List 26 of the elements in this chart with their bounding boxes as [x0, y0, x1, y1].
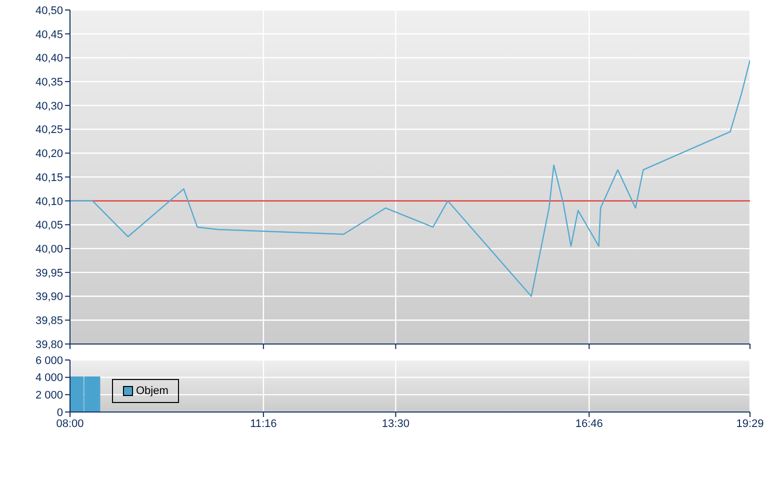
y-tick-label: 40,05	[35, 220, 63, 232]
x-tick-label: 11:16	[250, 418, 277, 430]
y-tick-label: 40,10	[35, 196, 63, 208]
y-tick-label: 40,40	[35, 52, 63, 65]
y-tick-label: 39,90	[35, 291, 63, 304]
y-tick-label: 40,45	[35, 28, 63, 41]
y-tick-label: 40,15	[35, 172, 63, 184]
y-tick-label: 2 000	[35, 390, 63, 402]
x-tick-label: 08:00	[56, 418, 84, 430]
x-tick-label: 13:30	[382, 418, 410, 430]
y-tick-label: 40,35	[35, 76, 63, 88]
y-tick-label: 40,30	[35, 100, 63, 112]
y-tick-label: 40,50	[35, 4, 63, 17]
y-tick-label: 40,20	[35, 148, 63, 160]
y-tick-label: 39,80	[35, 338, 63, 351]
y-tick-label: 4 000	[35, 372, 63, 384]
y-tick-label: 40,00	[35, 243, 63, 256]
y-tick-label: 39,95	[35, 267, 63, 280]
y-tick-label: 0	[56, 406, 63, 419]
y-tick-label: 39,85	[35, 315, 63, 328]
y-tick-label: 6 000	[35, 354, 63, 367]
line-series	[70, 60, 750, 297]
x-tick-label: 16:46	[575, 418, 603, 430]
x-tick-label: 19:29	[736, 418, 764, 430]
legend-label: Objem	[136, 385, 168, 397]
y-tick-label: 40,25	[35, 124, 63, 136]
